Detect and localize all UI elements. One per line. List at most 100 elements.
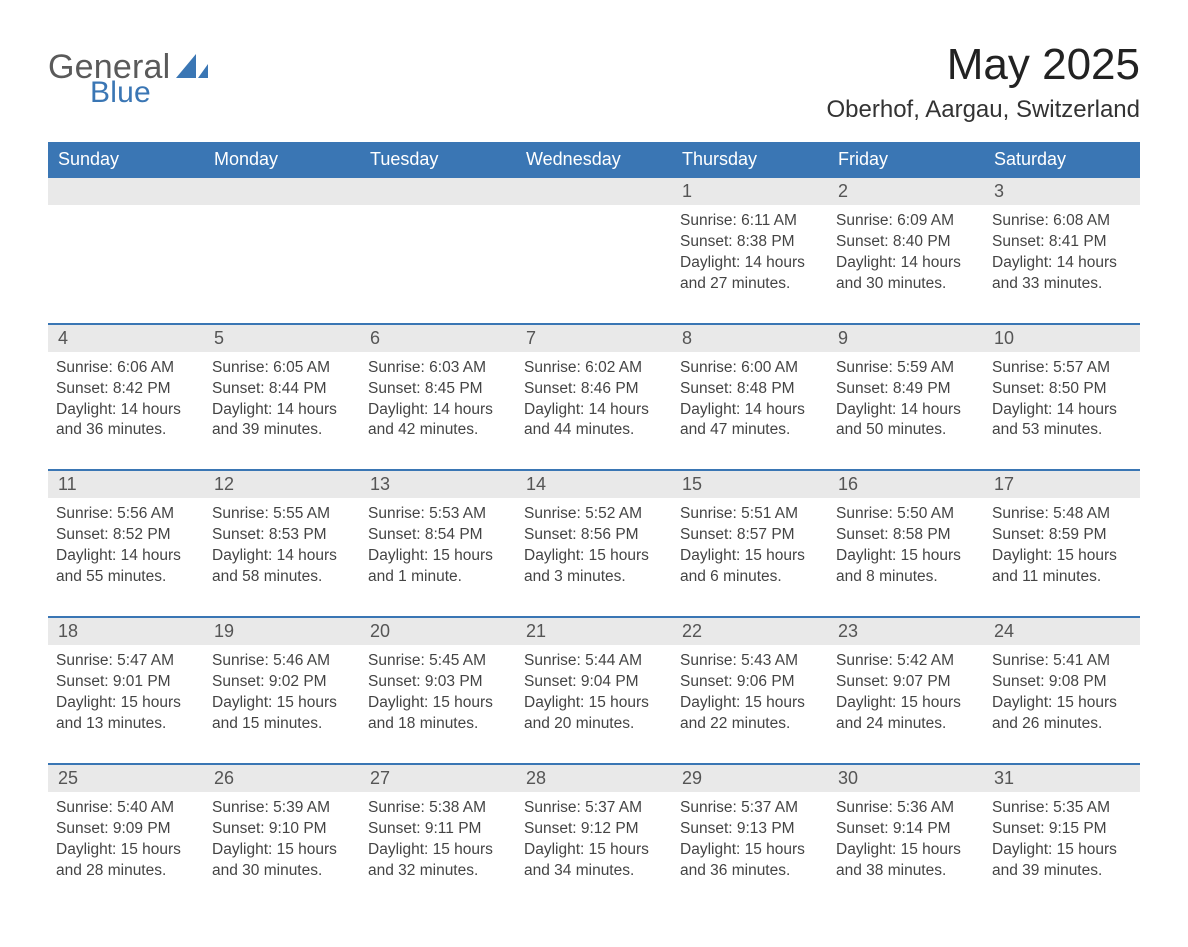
- day-cell: 17Sunrise: 5:48 AMSunset: 8:59 PMDayligh…: [984, 471, 1140, 594]
- sunset-line: Sunset: 8:40 PM: [836, 232, 976, 253]
- sunrise-line: Sunrise: 5:38 AM: [368, 798, 508, 819]
- day-number: 20: [360, 618, 516, 645]
- day-body: Sunrise: 6:06 AMSunset: 8:42 PMDaylight:…: [54, 356, 198, 442]
- day-body: Sunrise: 5:46 AMSunset: 9:02 PMDaylight:…: [210, 649, 354, 735]
- day-number: 21: [516, 618, 672, 645]
- day-number: 12: [204, 471, 360, 498]
- day-body: Sunrise: 5:51 AMSunset: 8:57 PMDaylight:…: [678, 502, 822, 588]
- sunrise-line: Sunrise: 6:08 AM: [992, 211, 1132, 232]
- day-number: 27: [360, 765, 516, 792]
- day-cell: [48, 178, 204, 301]
- day-cell: 4Sunrise: 6:06 AMSunset: 8:42 PMDaylight…: [48, 325, 204, 448]
- day-cell: 24Sunrise: 5:41 AMSunset: 9:08 PMDayligh…: [984, 618, 1140, 741]
- sunset-line: Sunset: 9:02 PM: [212, 672, 352, 693]
- day-number: 25: [48, 765, 204, 792]
- daylight-line: Daylight: 14 hours and 39 minutes.: [212, 400, 352, 442]
- sunrise-line: Sunrise: 5:53 AM: [368, 504, 508, 525]
- sunset-line: Sunset: 8:44 PM: [212, 379, 352, 400]
- day-body: Sunrise: 5:52 AMSunset: 8:56 PMDaylight:…: [522, 502, 666, 588]
- daylight-line: Daylight: 14 hours and 36 minutes.: [56, 400, 196, 442]
- day-cell: 20 Sunrise: 5:45 AMSunset: 9:03 PMDayligh…: [360, 618, 516, 741]
- daylight-line: Daylight: 15 hours and 30 minutes.: [212, 840, 352, 882]
- day-number: [516, 178, 672, 205]
- sunset-line: Sunset: 9:09 PM: [56, 819, 196, 840]
- day-cell: 12Sunrise: 5:55 AMSunset: 8:53 PMDayligh…: [204, 471, 360, 594]
- brand-logo: General Blue: [48, 50, 208, 108]
- sunrise-line: Sunrise: 5:52 AM: [524, 504, 664, 525]
- daylight-line: Daylight: 15 hours and 8 minutes.: [836, 546, 976, 588]
- day-body: Sunrise: 5:43 AMSunset: 9:06 PMDaylight:…: [678, 649, 822, 735]
- day-body: Sunrise: 5:48 AMSunset: 8:59 PMDaylight:…: [990, 502, 1134, 588]
- day-cell: 31Sunrise: 5:35 AMSunset: 9:15 PMDayligh…: [984, 765, 1140, 888]
- weeks-container: 1Sunrise: 6:11 AMSunset: 8:38 PMDaylight…: [48, 178, 1140, 887]
- week-row: 18Sunrise: 5:47 AMSunset: 9:01 PMDayligh…: [48, 616, 1140, 741]
- sunset-line: Sunset: 9:12 PM: [524, 819, 664, 840]
- sunrise-line: Sunrise: 5:55 AM: [212, 504, 352, 525]
- day-number: 13: [360, 471, 516, 498]
- sunrise-line: Sunrise: 5:46 AM: [212, 651, 352, 672]
- weekday-header-row: SundayMondayTuesdayWednesdayThursdayFrid…: [48, 142, 1140, 178]
- daylight-line: Daylight: 15 hours and 11 minutes.: [992, 546, 1132, 588]
- sunset-line: Sunset: 9:10 PM: [212, 819, 352, 840]
- day-cell: 3Sunrise: 6:08 AMSunset: 8:41 PMDaylight…: [984, 178, 1140, 301]
- day-number: 14: [516, 471, 672, 498]
- day-number: 8: [672, 325, 828, 352]
- week-row: 11 Sunrise: 5:56 AMSunset: 8:52 PMDayligh…: [48, 469, 1140, 594]
- day-cell: 26Sunrise: 5:39 AMSunset: 9:10 PMDayligh…: [204, 765, 360, 888]
- weekday-header: Thursday: [672, 142, 828, 178]
- sunset-line: Sunset: 8:58 PM: [836, 525, 976, 546]
- day-cell: 27 Sunrise: 5:38 AMSunset: 9:11 PMDayligh…: [360, 765, 516, 888]
- day-number: 10: [984, 325, 1140, 352]
- week-row: 25Sunrise: 5:40 AMSunset: 9:09 PMDayligh…: [48, 763, 1140, 888]
- day-body: Sunrise: 5:56 AMSunset: 8:52 PMDaylight:…: [54, 502, 198, 588]
- brand-word-2: Blue: [90, 78, 170, 108]
- sunrise-line: Sunrise: 5:43 AM: [680, 651, 820, 672]
- sunset-line: Sunset: 8:48 PM: [680, 379, 820, 400]
- sunrise-line: Sunrise: 6:06 AM: [56, 358, 196, 379]
- day-body: Sunrise: 5:45 AMSunset: 9:03 PMDaylight:…: [366, 649, 510, 735]
- daylight-line: Daylight: 14 hours and 55 minutes.: [56, 546, 196, 588]
- day-body: Sunrise: 5:38 AMSunset: 9:11 PMDaylight:…: [366, 796, 510, 882]
- day-body: Sunrise: 5:57 AMSunset: 8:50 PMDaylight:…: [990, 356, 1134, 442]
- day-number: 31: [984, 765, 1140, 792]
- day-cell: [360, 178, 516, 301]
- sunset-line: Sunset: 8:49 PM: [836, 379, 976, 400]
- day-number: 30: [828, 765, 984, 792]
- daylight-line: Daylight: 15 hours and 22 minutes.: [680, 693, 820, 735]
- day-cell: 2Sunrise: 6:09 AMSunset: 8:40 PMDaylight…: [828, 178, 984, 301]
- day-cell: 15Sunrise: 5:51 AMSunset: 8:57 PMDayligh…: [672, 471, 828, 594]
- day-body: Sunrise: 6:05 AMSunset: 8:44 PMDaylight:…: [210, 356, 354, 442]
- day-cell: 5Sunrise: 6:05 AMSunset: 8:44 PMDaylight…: [204, 325, 360, 448]
- weekday-header: Friday: [828, 142, 984, 178]
- day-number: 11: [48, 471, 204, 498]
- day-cell: 14 Sunrise: 5:52 AMSunset: 8:56 PMDayligh…: [516, 471, 672, 594]
- sunset-line: Sunset: 9:06 PM: [680, 672, 820, 693]
- weekday-header: Monday: [204, 142, 360, 178]
- daylight-line: Daylight: 15 hours and 24 minutes.: [836, 693, 976, 735]
- sunset-line: Sunset: 9:04 PM: [524, 672, 664, 693]
- sunrise-line: Sunrise: 5:37 AM: [524, 798, 664, 819]
- sunset-line: Sunset: 8:46 PM: [524, 379, 664, 400]
- day-cell: 30 Sunrise: 5:36 AMSunset: 9:14 PMDayligh…: [828, 765, 984, 888]
- month-title: May 2025: [826, 40, 1140, 90]
- sunset-line: Sunset: 8:59 PM: [992, 525, 1132, 546]
- weekday-header: Sunday: [48, 142, 204, 178]
- title-block: May 2025 Oberhof, Aargau, Switzerland: [826, 40, 1140, 124]
- day-cell: 7Sunrise: 6:02 AMSunset: 8:46 PMDaylight…: [516, 325, 672, 448]
- day-number: 2: [828, 178, 984, 205]
- day-cell: 29Sunrise: 5:37 AMSunset: 9:13 PMDayligh…: [672, 765, 828, 888]
- sunrise-line: Sunrise: 6:03 AM: [368, 358, 508, 379]
- day-number: 6: [360, 325, 516, 352]
- daylight-line: Daylight: 15 hours and 26 minutes.: [992, 693, 1132, 735]
- day-number: 16: [828, 471, 984, 498]
- day-number: 18: [48, 618, 204, 645]
- daylight-line: Daylight: 14 hours and 44 minutes.: [524, 400, 664, 442]
- sunset-line: Sunset: 9:01 PM: [56, 672, 196, 693]
- daylight-line: Daylight: 15 hours and 18 minutes.: [368, 693, 508, 735]
- day-number: [204, 178, 360, 205]
- calendar-grid: SundayMondayTuesdayWednesdayThursdayFrid…: [48, 142, 1140, 887]
- day-cell: 28Sunrise: 5:37 AMSunset: 9:12 PMDayligh…: [516, 765, 672, 888]
- sunset-line: Sunset: 9:03 PM: [368, 672, 508, 693]
- day-body: Sunrise: 6:11 AMSunset: 8:38 PMDaylight:…: [678, 209, 822, 295]
- day-body: Sunrise: 5:36 AMSunset: 9:14 PMDaylight:…: [834, 796, 978, 882]
